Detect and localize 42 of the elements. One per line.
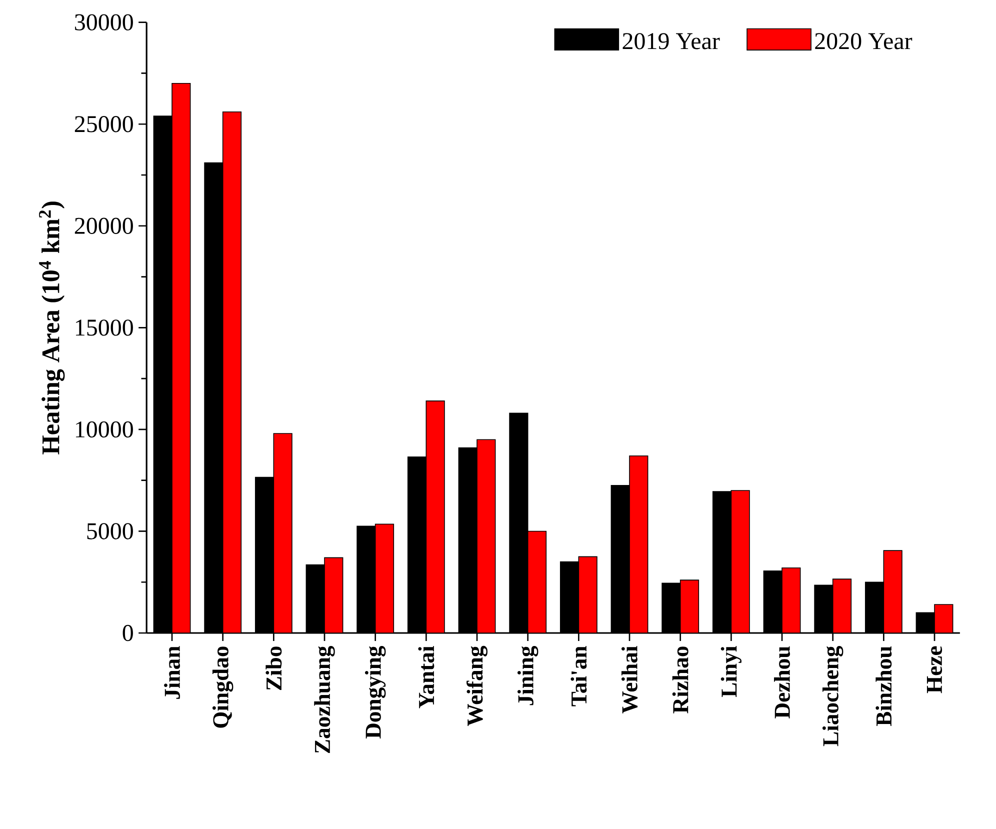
x-tick-label: Weifang xyxy=(466,646,488,726)
bar xyxy=(476,439,496,634)
y-tick-label: 30000 xyxy=(75,14,133,30)
x-tick-label: Yantai xyxy=(418,646,434,708)
bar xyxy=(273,433,292,634)
x-tick-label: Zibo xyxy=(266,646,282,690)
x-tick-label: Linyi xyxy=(720,646,742,697)
bar xyxy=(782,567,801,634)
bar xyxy=(578,556,598,634)
bar xyxy=(680,580,700,634)
x-tick-label: Dezhou xyxy=(774,646,790,718)
x-tick-label: Jining xyxy=(517,646,538,706)
x-tick-label: Qingdao xyxy=(212,646,234,728)
x-tick-label: Liaocheng xyxy=(822,646,844,746)
y-tick-label: 5000 xyxy=(87,523,133,540)
x-tick-label: Heze xyxy=(926,646,942,694)
bar xyxy=(426,400,445,634)
bar xyxy=(832,578,852,634)
x-tick-label: Dongying xyxy=(364,646,386,739)
x-tick-label: Weihai xyxy=(621,646,638,714)
y-axis-title: Heating Area (10$^{4}$ km$^{2}$) xyxy=(39,202,65,454)
legend-label: 2020 Year xyxy=(815,33,912,50)
bar xyxy=(629,456,648,634)
x-tick-label: Jinan xyxy=(164,646,180,699)
x-tick-label: Zaozhuang xyxy=(314,646,335,753)
bar xyxy=(934,604,954,634)
legend-label: 2019 Year xyxy=(622,33,720,50)
x-tick-label: Rizhao xyxy=(672,646,688,714)
y-tick-label: 15000 xyxy=(76,320,133,336)
bar xyxy=(374,524,394,634)
y-tick-label: 10000 xyxy=(76,421,133,438)
y-tick-label: 25000 xyxy=(74,116,133,132)
bar xyxy=(222,111,242,634)
bar xyxy=(324,557,344,634)
y-tick-label: 20000 xyxy=(74,218,133,234)
bar xyxy=(883,550,902,634)
y-tick-label: 0 xyxy=(122,624,133,642)
bar xyxy=(172,83,191,634)
bar xyxy=(527,530,547,634)
x-tick-label: Binzhou xyxy=(876,646,892,726)
x-tick-label: Tai'an xyxy=(570,646,587,706)
bar xyxy=(730,490,750,634)
